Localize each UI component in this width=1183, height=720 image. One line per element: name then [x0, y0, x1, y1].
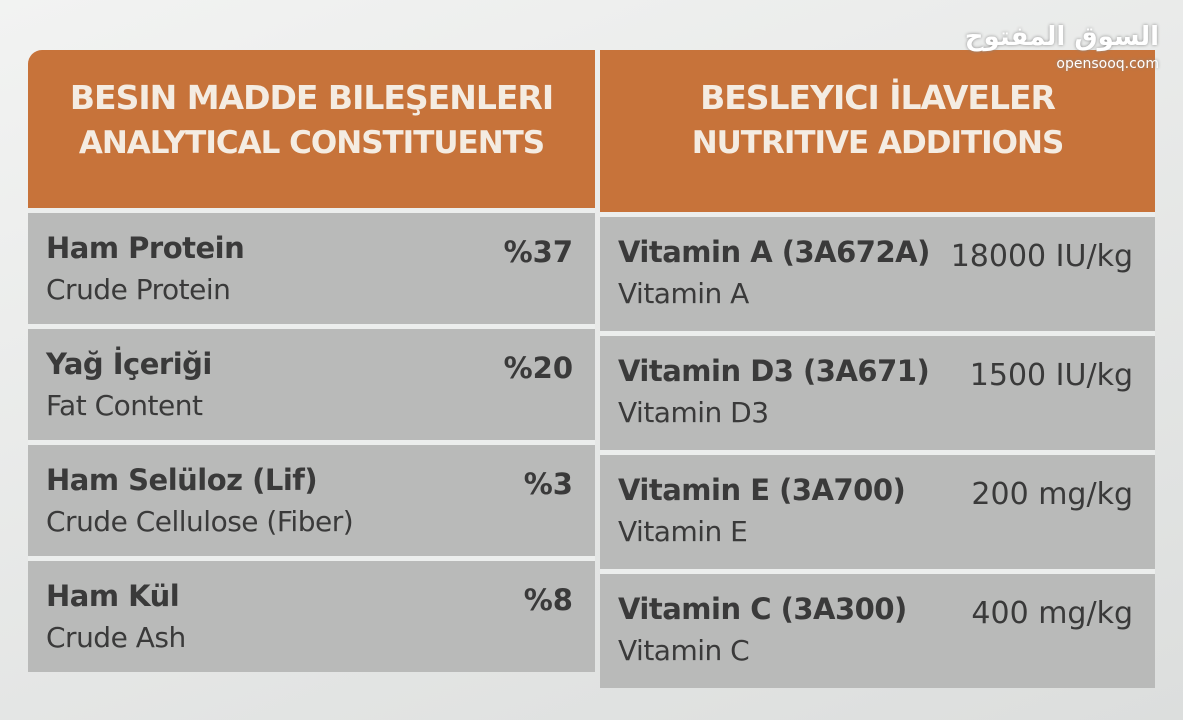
- table-row: Ham Kül Crude Ash %8: [28, 556, 595, 672]
- name-tr: Ham Protein: [46, 231, 245, 265]
- table-row: Vitamin A (3A672A) Vitamin A 18000 IU/kg: [600, 212, 1155, 331]
- name-en: Crude Ash: [46, 621, 186, 654]
- header-tr: BESLEYICI İLAVELER: [700, 78, 1056, 117]
- table-row: Vitamin D3 (3A671) Vitamin D3 1500 IU/kg: [600, 331, 1155, 450]
- value: %8: [523, 583, 573, 617]
- right-header: BESLEYICI İLAVELER NUTRITIVE ADDITIONS: [600, 50, 1155, 212]
- value: 200 mg/kg: [971, 477, 1133, 512]
- name-en: Vitamin C: [618, 634, 750, 667]
- value: 400 mg/kg: [971, 596, 1133, 631]
- name-tr: Ham Kül: [46, 579, 180, 613]
- table-row: Ham Protein Crude Protein %37: [28, 208, 595, 324]
- nutritive-table: BESLEYICI İLAVELER NUTRITIVE ADDITIONS V…: [600, 50, 1155, 688]
- name-en: Fat Content: [46, 389, 203, 422]
- watermark-arabic: السوق المفتوح: [964, 22, 1159, 52]
- name-tr: Vitamin A (3A672A): [618, 235, 930, 269]
- header-en: NUTRITIVE ADDITIONS: [691, 125, 1065, 161]
- watermark-latin: opensooq.com: [1056, 56, 1159, 72]
- name-en: Vitamin D3: [618, 396, 769, 429]
- header-en: ANALYTICAL CONSTITUENTS: [78, 125, 545, 161]
- name-en: Vitamin A: [618, 277, 749, 310]
- analytical-table: BESIN MADDE BILEŞENLERI ANALYTICAL CONST…: [28, 50, 595, 672]
- name-tr: Vitamin E (3A700): [618, 473, 906, 507]
- table-row: Yağ İçeriği Fat Content %20: [28, 324, 595, 440]
- table-row: Ham Selüloz (Lif) Crude Cellulose (Fiber)…: [28, 440, 595, 556]
- name-en: Crude Cellulose (Fiber): [46, 505, 354, 538]
- name-tr: Vitamin D3 (3A671): [618, 354, 930, 388]
- value: %20: [503, 351, 573, 385]
- name-en: Crude Protein: [46, 273, 231, 306]
- table-row: Vitamin C (3A300) Vitamin C 400 mg/kg: [600, 569, 1155, 688]
- value: %3: [523, 467, 573, 501]
- value: %37: [503, 235, 573, 269]
- value: 18000 IU/kg: [950, 239, 1133, 274]
- name-en: Vitamin E: [618, 515, 748, 548]
- value: 1500 IU/kg: [969, 358, 1133, 393]
- name-tr: Ham Selüloz (Lif): [46, 463, 318, 497]
- header-tr: BESIN MADDE BILEŞENLERI: [69, 78, 554, 117]
- table-row: Vitamin E (3A700) Vitamin E 200 mg/kg: [600, 450, 1155, 569]
- left-header: BESIN MADDE BILEŞENLERI ANALYTICAL CONST…: [28, 50, 595, 208]
- name-tr: Yağ İçeriği: [46, 347, 212, 381]
- name-tr: Vitamin C (3A300): [618, 592, 907, 626]
